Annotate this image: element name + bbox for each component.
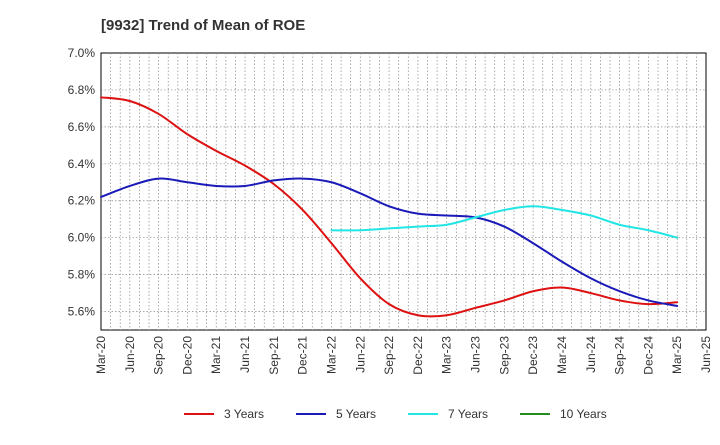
x-tick-label: Dec-24 <box>641 336 655 375</box>
x-tick-label: Mar-25 <box>670 336 684 374</box>
y-axis-tick-labels: 5.6% 5.8% 6.0% 6.2% 6.4% 6.6% 6.8% 7.0% <box>68 46 96 319</box>
legend-label: 5 Years <box>336 407 376 421</box>
x-axis-tick-labels: Mar-20 Jun-20 Sep-20 Dec-20 Mar-21 Jun-21 Sep-… <box>94 336 713 375</box>
legend-label: 10 Years <box>560 407 607 421</box>
y-tick-label: 6.4% <box>68 157 96 171</box>
x-tick-label: Mar-22 <box>324 336 338 374</box>
x-tick-label: Dec-21 <box>296 336 310 375</box>
series-lines <box>100 96 679 318</box>
x-tick-label: Jun-21 <box>238 336 252 373</box>
x-tick-label: Jun-24 <box>584 336 598 373</box>
legend-item-5-years: 5 Years <box>296 407 376 421</box>
x-tick-label: Jun-25 <box>699 336 713 373</box>
plot-frame <box>100 52 707 331</box>
y-tick-label: 6.6% <box>68 120 96 134</box>
x-tick-label: Jun-23 <box>469 336 483 373</box>
series-line-7-years <box>330 205 679 239</box>
legend-item-7-years: 7 Years <box>408 407 488 421</box>
x-tick-label: Mar-24 <box>555 336 569 374</box>
legend-item-3-years: 3 Years <box>184 407 264 421</box>
y-tick-label: 6.0% <box>68 231 96 245</box>
series-line-5-years <box>100 177 679 307</box>
x-tick-label: Sep-24 <box>613 336 627 375</box>
x-tick-label: Jun-20 <box>123 336 137 373</box>
legend-label: 7 Years <box>448 407 488 421</box>
y-tick-label: 6.8% <box>68 83 96 97</box>
legend-label: 3 Years <box>224 407 264 421</box>
y-tick-label: 5.6% <box>68 305 96 319</box>
series-line-3-years <box>100 96 679 318</box>
x-tick-label: Mar-23 <box>440 336 454 374</box>
grid-lines <box>101 53 706 330</box>
x-tick-label: Mar-20 <box>94 336 108 374</box>
legend: 3 Years 5 Years 7 Years 10 Years <box>184 407 607 421</box>
plot-area <box>100 52 707 331</box>
y-tick-label: 6.2% <box>68 194 96 208</box>
x-tick-label: Sep-23 <box>497 336 511 375</box>
chart-title: [9932] Trend of Mean of ROE <box>101 17 305 34</box>
x-tick-label: Dec-23 <box>526 336 540 375</box>
x-tick-label: Sep-22 <box>382 336 396 375</box>
x-tick-label: Sep-20 <box>152 336 166 375</box>
x-tick-label: Mar-21 <box>209 336 223 374</box>
y-tick-label: 7.0% <box>68 46 96 60</box>
x-tick-label: Dec-20 <box>180 336 194 375</box>
x-tick-label: Dec-22 <box>411 336 425 375</box>
y-tick-label: 5.8% <box>68 268 96 282</box>
legend-item-10-years: 10 Years <box>520 407 607 421</box>
x-tick-label: Sep-21 <box>267 336 281 375</box>
x-tick-label: Jun-22 <box>353 336 367 373</box>
